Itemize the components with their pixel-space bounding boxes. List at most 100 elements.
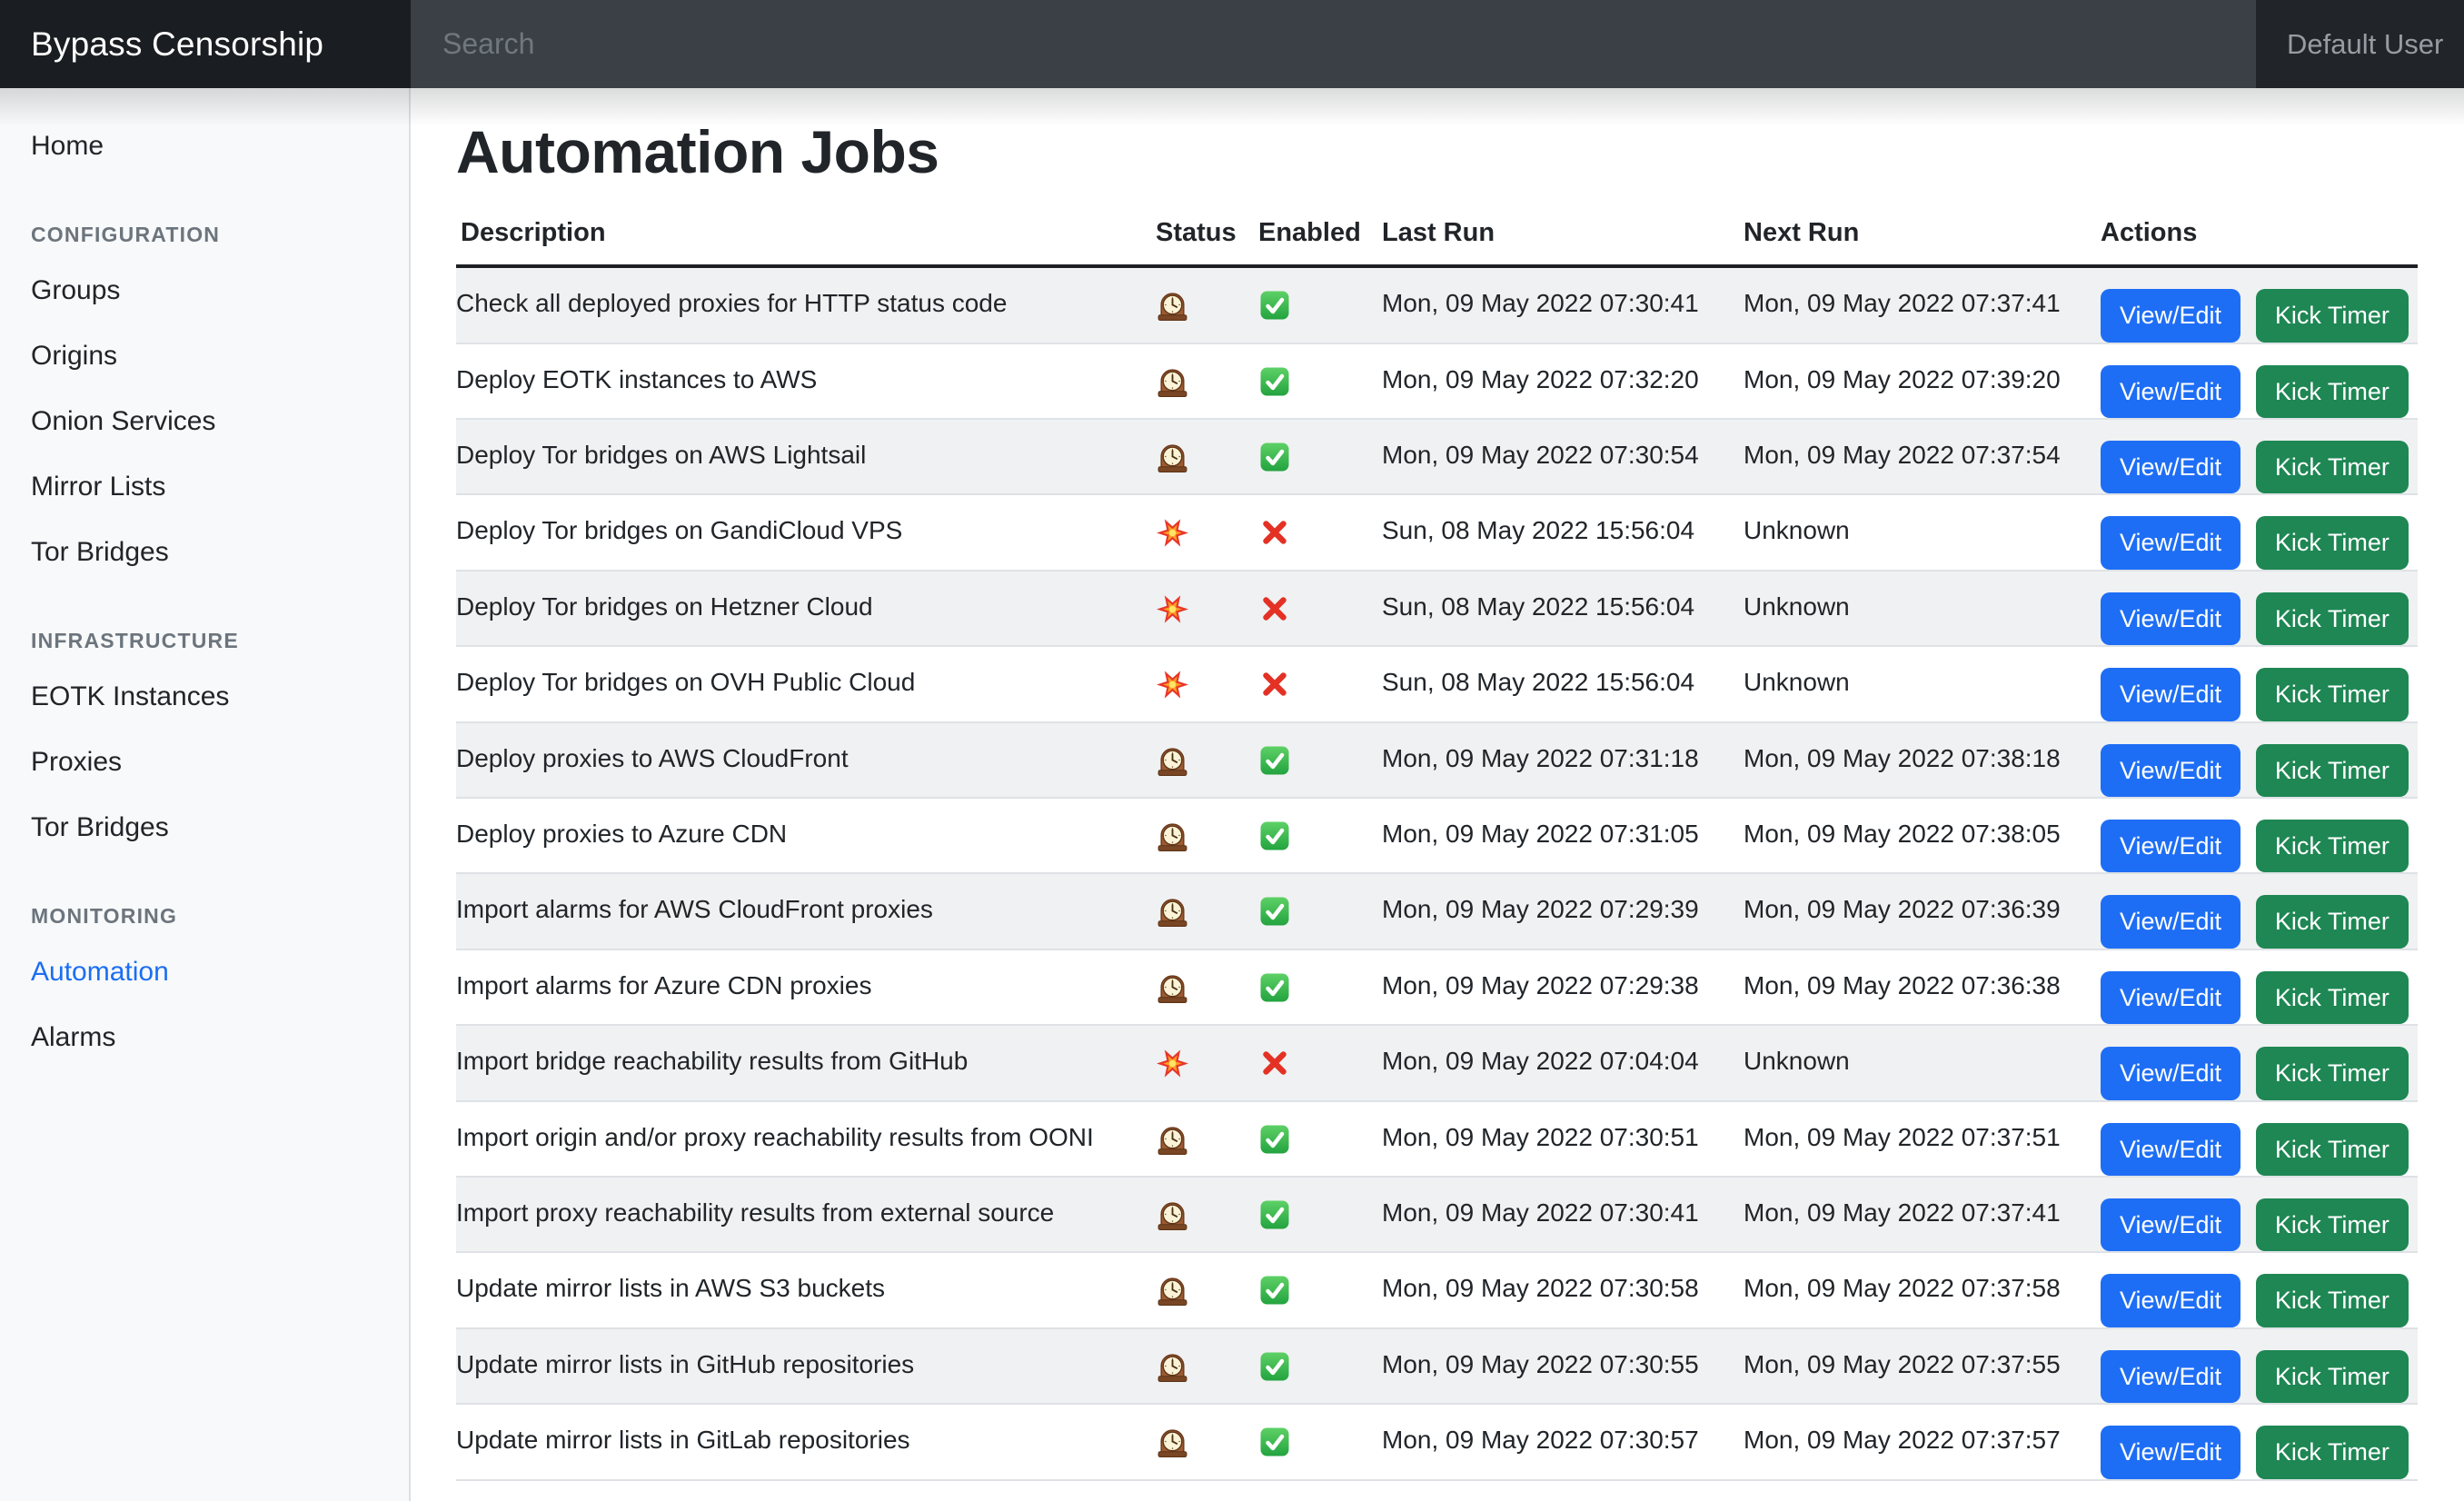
table-header-row: Description Status Enabled Last Run Next… bbox=[456, 191, 2418, 269]
column-header-next-run: Next Run bbox=[1744, 191, 2101, 269]
job-next-run: Mon, 09 May 2022 07:37:58 bbox=[1744, 1274, 2061, 1303]
job-description: Deploy Tor bridges on OVH Public Cloud bbox=[456, 668, 916, 697]
kick-timer-button[interactable]: Kick Timer bbox=[2255, 591, 2409, 646]
table-row: Deploy proxies to AWS CloudFront bbox=[456, 721, 2418, 799]
view-edit-button[interactable]: View/Edit bbox=[2101, 820, 2241, 873]
mantelpiece-clock-icon bbox=[1156, 820, 1189, 853]
job-description: Update mirror lists in GitHub repositori… bbox=[456, 1349, 915, 1378]
kick-timer-button[interactable]: Kick Timer bbox=[2255, 1274, 2409, 1327]
table-row: Deploy Tor bridges on Hetzner Cloud Sun,… bbox=[456, 570, 2418, 647]
job-description: Update mirror lists in GitLab repositori… bbox=[456, 1426, 910, 1455]
view-edit-button[interactable]: View/Edit bbox=[2101, 441, 2241, 494]
sidebar-item-onion-services[interactable]: Onion Services bbox=[31, 406, 216, 436]
table-row: Import alarms for AWS CloudFront proxies bbox=[456, 873, 2418, 949]
view-edit-button[interactable]: View/Edit bbox=[2101, 289, 2241, 343]
kick-timer-button[interactable]: Kick Timer bbox=[2255, 441, 2409, 494]
kick-timer-button[interactable]: Kick Timer bbox=[2255, 1122, 2409, 1176]
job-next-run: Unknown bbox=[1744, 1047, 1850, 1076]
mantelpiece-clock-icon bbox=[1156, 1123, 1189, 1157]
view-edit-button[interactable]: View/Edit bbox=[2101, 970, 2241, 1025]
user-menu[interactable]: Default User bbox=[2256, 0, 2464, 88]
sidebar-item-groups[interactable]: Groups bbox=[31, 275, 121, 305]
sidebar-item-origins[interactable]: Origins bbox=[31, 341, 118, 371]
kick-timer-button[interactable]: Kick Timer bbox=[2255, 1349, 2409, 1404]
view-edit-button[interactable]: View/Edit bbox=[2101, 1198, 2241, 1252]
job-last-run: Mon, 09 May 2022 07:32:20 bbox=[1382, 364, 1699, 393]
kick-timer-button[interactable]: Kick Timer bbox=[2255, 668, 2409, 721]
table-row: Update mirror lists in AWS S3 buckets bbox=[456, 1252, 2418, 1327]
table-row: Import origin and/or proxy reachability … bbox=[456, 1100, 2418, 1177]
mantelpiece-clock-icon bbox=[1156, 1274, 1189, 1307]
check-mark-icon bbox=[1258, 1123, 1291, 1156]
job-description: Deploy EOTK instances to AWS bbox=[456, 364, 818, 393]
sidebar-item-automation[interactable]: Automation bbox=[31, 957, 169, 987]
job-last-run: Mon, 09 May 2022 07:29:39 bbox=[1382, 895, 1699, 924]
check-mark-icon bbox=[1258, 289, 1291, 322]
page-title: Automation Jobs bbox=[456, 118, 939, 185]
table-row: Deploy proxies to Azure CDN bbox=[456, 798, 2418, 873]
collision-icon bbox=[1156, 1047, 1189, 1080]
kick-timer-button[interactable]: Kick Timer bbox=[2255, 364, 2409, 419]
view-edit-button[interactable]: View/Edit bbox=[2101, 743, 2241, 798]
kick-timer-button[interactable]: Kick Timer bbox=[2255, 1198, 2409, 1252]
sidebar-item-proxies[interactable]: Proxies bbox=[31, 747, 123, 777]
check-mark-icon bbox=[1258, 1426, 1291, 1458]
job-last-run: Mon, 09 May 2022 07:30:51 bbox=[1382, 1122, 1699, 1151]
view-edit-button[interactable]: View/Edit bbox=[2101, 1426, 2241, 1479]
table-row: Import bridge reachability results from … bbox=[456, 1025, 2418, 1101]
check-mark-icon bbox=[1258, 1274, 1291, 1307]
sidebar-item-eotk-instances[interactable]: EOTK Instances bbox=[31, 681, 230, 711]
collision-icon bbox=[1156, 668, 1189, 701]
kick-timer-button[interactable]: Kick Timer bbox=[2255, 289, 2409, 343]
view-edit-button[interactable]: View/Edit bbox=[2101, 668, 2241, 721]
table-row: Deploy Tor bridges on AWS Lightsail bbox=[456, 419, 2418, 495]
view-edit-button[interactable]: View/Edit bbox=[2101, 364, 2241, 419]
job-next-run: Mon, 09 May 2022 07:38:18 bbox=[1744, 743, 2061, 772]
kick-timer-button[interactable]: Kick Timer bbox=[2255, 516, 2409, 570]
table-row: Update mirror lists in GitHub repositori… bbox=[456, 1327, 2418, 1405]
check-mark-icon bbox=[1258, 1198, 1291, 1231]
sidebar-item-mirror-lists[interactable]: Mirror Lists bbox=[31, 472, 166, 502]
view-edit-button[interactable]: View/Edit bbox=[2101, 895, 2241, 949]
check-mark-icon bbox=[1258, 971, 1291, 1004]
cross-mark-icon bbox=[1258, 516, 1291, 549]
job-last-run: Mon, 09 May 2022 07:04:04 bbox=[1382, 1047, 1699, 1076]
job-description: Check all deployed proxies for HTTP stat… bbox=[456, 289, 1008, 318]
kick-timer-button[interactable]: Kick Timer bbox=[2255, 970, 2409, 1025]
search-input[interactable] bbox=[411, 27, 1703, 61]
view-edit-button[interactable]: View/Edit bbox=[2101, 516, 2241, 570]
job-next-run: Unknown bbox=[1744, 668, 1850, 697]
job-next-run: Mon, 09 May 2022 07:38:05 bbox=[1744, 820, 2061, 849]
kick-timer-button[interactable]: Kick Timer bbox=[2255, 743, 2409, 798]
column-header-status: Status bbox=[1156, 191, 1258, 269]
job-description: Deploy proxies to Azure CDN bbox=[456, 820, 788, 849]
job-description: Deploy Tor bridges on GandiCloud VPS bbox=[456, 516, 903, 545]
app-navbar: Bypass Censorship Default User bbox=[0, 0, 2464, 88]
sidebar-item-alarms[interactable]: Alarms bbox=[31, 1022, 116, 1052]
column-header-description: Description bbox=[456, 191, 1156, 269]
job-description: Import origin and/or proxy reachability … bbox=[456, 1122, 1094, 1151]
view-edit-button[interactable]: View/Edit bbox=[2101, 1349, 2241, 1404]
jobs-table: Description Status Enabled Last Run Next… bbox=[456, 191, 2418, 1480]
view-edit-button[interactable]: View/Edit bbox=[2101, 591, 2241, 646]
brand-title[interactable]: Bypass Censorship bbox=[0, 0, 411, 88]
view-edit-button[interactable]: View/Edit bbox=[2101, 1047, 2241, 1100]
view-edit-button[interactable]: View/Edit bbox=[2101, 1122, 2241, 1176]
mantelpiece-clock-icon bbox=[1156, 971, 1189, 1005]
kick-timer-button[interactable]: Kick Timer bbox=[2255, 820, 2409, 873]
mantelpiece-clock-icon bbox=[1156, 895, 1189, 929]
kick-timer-button[interactable]: Kick Timer bbox=[2255, 1047, 2409, 1100]
kick-timer-button[interactable]: Kick Timer bbox=[2255, 895, 2409, 949]
sidebar-item-tor-bridges-infrastructure[interactable]: Tor Bridges bbox=[31, 812, 169, 842]
job-last-run: Sun, 08 May 2022 15:56:04 bbox=[1382, 591, 1695, 621]
table-row: Deploy Tor bridges on GandiCloud VPS Sun… bbox=[456, 494, 2418, 570]
sidebar-item-home[interactable]: Home bbox=[31, 131, 104, 161]
check-mark-icon bbox=[1258, 744, 1291, 777]
kick-timer-button[interactable]: Kick Timer bbox=[2255, 1426, 2409, 1479]
jobs-table-body: Check all deployed proxies for HTTP stat… bbox=[456, 266, 2418, 1480]
job-next-run: Mon, 09 May 2022 07:37:51 bbox=[1744, 1122, 2061, 1151]
view-edit-button[interactable]: View/Edit bbox=[2101, 1274, 2241, 1327]
job-next-run: Mon, 09 May 2022 07:37:57 bbox=[1744, 1426, 2061, 1455]
sidebar-item-tor-bridges-configuration[interactable]: Tor Bridges bbox=[31, 537, 169, 567]
job-next-run: Mon, 09 May 2022 07:36:39 bbox=[1744, 895, 2061, 924]
